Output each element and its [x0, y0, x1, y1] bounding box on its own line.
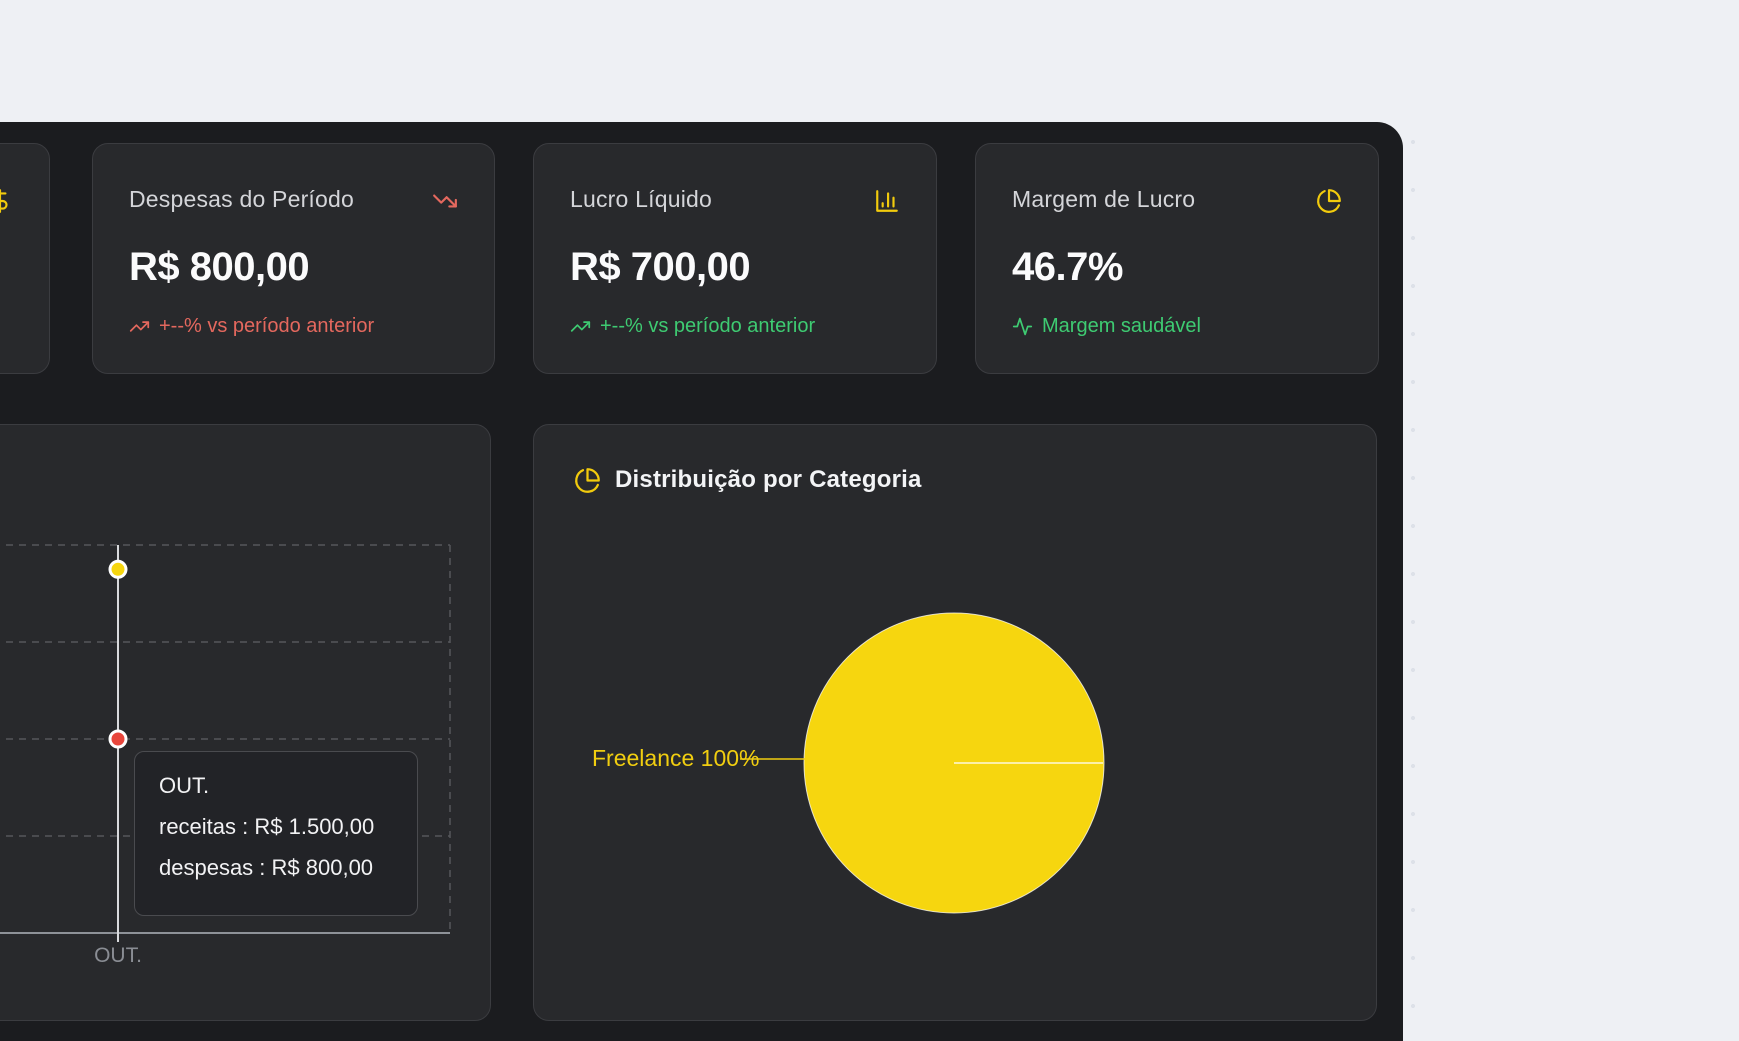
- bar-chart-icon: [874, 188, 900, 214]
- stat-card-trend: +--% vs período anterior: [570, 315, 815, 338]
- x-axis-tick-label: OUT.: [94, 944, 142, 967]
- stat-card-value: 46.7%: [1012, 245, 1123, 289]
- pie-chart-icon: [1316, 188, 1342, 214]
- category-distribution-card: Distribuição por Categoria Freelance 100…: [533, 424, 1377, 1021]
- revenue-expense-chart-card: OUT. OUT. receitas : R$ 1.500,00 despesa…: [0, 424, 491, 1021]
- stat-card-despesas: Despesas do Período R$ 800,00 +--% vs pe…: [92, 143, 495, 374]
- chart-tooltip: OUT. receitas : R$ 1.500,00 despesas : R…: [134, 751, 418, 916]
- category-pie-chart[interactable]: [534, 425, 1378, 1022]
- trending-up-icon: [570, 316, 591, 337]
- despesas-data-point[interactable]: [108, 729, 128, 749]
- stat-card-title: Lucro Líquido: [570, 186, 712, 212]
- stat-card-title: Margem de Lucro: [1012, 186, 1196, 212]
- stat-card-trend-text: +--% vs período anterior: [159, 315, 375, 337]
- stat-card-value: R$ 800,00: [129, 245, 310, 289]
- pie-slice-label: Freelance 100%: [592, 745, 760, 771]
- tooltip-label: OUT.: [159, 773, 210, 798]
- revenue-expense-chart[interactable]: [0, 425, 492, 1022]
- card-header: Distribuição por Categoria: [574, 466, 922, 494]
- trending-down-icon: [432, 188, 458, 214]
- tooltip-row-receitas: receitas : R$ 1.500,00: [159, 814, 375, 839]
- stat-card-partial: [0, 143, 50, 374]
- stat-card-trend-text: +--% vs período anterior: [600, 315, 816, 337]
- stat-card-value: R$ 700,00: [570, 245, 751, 289]
- stat-card-trend-text: Margem saudável: [1042, 315, 1201, 337]
- stat-card-lucro: Lucro Líquido R$ 700,00 +--% vs período …: [533, 143, 937, 374]
- stat-card-margem: Margem de Lucro 46.7% Margem saudável: [975, 143, 1379, 374]
- tooltip-row-despesas: despesas : R$ 800,00: [159, 855, 374, 880]
- stat-card-trend: +--% vs período anterior: [129, 315, 374, 338]
- decorative-dot-column: [1411, 140, 1415, 1041]
- receitas-data-point[interactable]: [108, 559, 128, 579]
- pie-chart-icon: [574, 467, 601, 494]
- stat-card-trend: Margem saudável: [1012, 315, 1201, 338]
- dollar-sign-icon: [0, 188, 13, 214]
- activity-icon: [1012, 316, 1033, 337]
- stat-card-title: Despesas do Período: [129, 186, 354, 212]
- trending-up-icon: [129, 316, 150, 337]
- card-title: Distribuição por Categoria: [615, 466, 922, 493]
